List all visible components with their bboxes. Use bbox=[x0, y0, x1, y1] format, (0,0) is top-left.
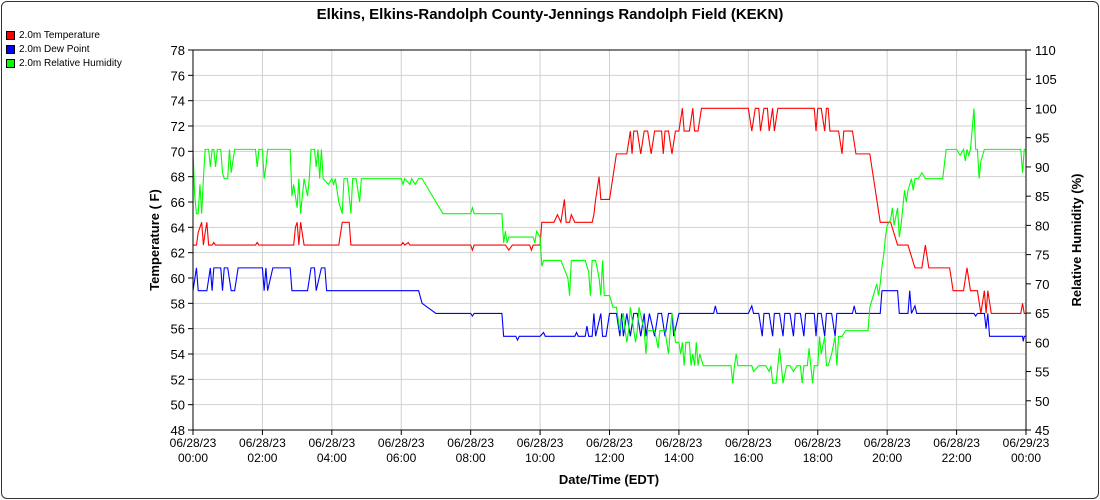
x-tick-time-label: 04:00 bbox=[317, 451, 347, 465]
x-tick-time-label: 00:00 bbox=[1011, 451, 1041, 465]
x-tick-time-label: 12:00 bbox=[594, 451, 624, 465]
y2-tick-label: 55 bbox=[1035, 365, 1049, 380]
y-tick-label: 74 bbox=[171, 94, 185, 109]
y-tick-label: 54 bbox=[171, 347, 185, 362]
series-layer bbox=[192, 107, 1026, 384]
y-tick-label: 78 bbox=[171, 43, 185, 58]
legend-label-temperature: 2.0m Temperature bbox=[19, 29, 100, 41]
x-tick-time-label: 16:00 bbox=[733, 451, 763, 465]
x-tick-time-label: 20:00 bbox=[872, 451, 902, 465]
y2-tick-label: 45 bbox=[1035, 423, 1049, 438]
x-tick-date-label: 06/28/23 bbox=[864, 436, 911, 450]
legend-label-relative-humidity: 2.0m Relative Humidity bbox=[19, 57, 122, 69]
x-tick-time-label: 14:00 bbox=[664, 451, 694, 465]
series-line-2-0m-temperature bbox=[193, 107, 1026, 315]
chart-title: Elkins, Elkins-Randolph County-Jennings … bbox=[317, 6, 784, 23]
y-tick-label: 56 bbox=[171, 322, 185, 337]
legend-item-temperature: 2.0m Temperature bbox=[6, 28, 122, 42]
legend-item-dew-point: 2.0m Dew Point bbox=[6, 42, 122, 56]
y2-tick-label: 105 bbox=[1035, 72, 1057, 87]
plot-area-border bbox=[192, 49, 1027, 431]
x-tick-time-label: 00:00 bbox=[178, 451, 208, 465]
y2-tick-label: 70 bbox=[1035, 277, 1049, 292]
x-tick-date-label: 06/28/23 bbox=[586, 436, 633, 450]
x-tick-date-label: 06/28/23 bbox=[239, 436, 286, 450]
x-tick-date-label: 06/28/23 bbox=[170, 436, 217, 450]
x-tick-time-label: 06:00 bbox=[386, 451, 416, 465]
y2-tick-label: 65 bbox=[1035, 306, 1049, 321]
y2-tick-label: 95 bbox=[1035, 131, 1049, 146]
series-line-2-0m-relative-humidity bbox=[192, 108, 1026, 384]
x-tick-date-label: 06/29/23 bbox=[1003, 436, 1050, 450]
x-tick-time-label: 22:00 bbox=[942, 451, 972, 465]
y-tick-label: 76 bbox=[171, 68, 185, 83]
x-tick-date-label: 06/28/23 bbox=[378, 436, 425, 450]
y-tick-label: 68 bbox=[171, 170, 185, 185]
y2-axis-label: Relative Humidity (%) bbox=[1069, 174, 1084, 307]
grid-layer bbox=[192, 49, 1027, 431]
x-tick-date-label: 06/28/23 bbox=[794, 436, 841, 450]
y2-tick-label: 110 bbox=[1035, 43, 1056, 58]
x-tick-date-label: 06/28/23 bbox=[447, 436, 494, 450]
legend-label-dew-point: 2.0m Dew Point bbox=[19, 43, 90, 55]
x-tick-date-label: 06/28/23 bbox=[517, 436, 564, 450]
legend-swatch-dew-point bbox=[6, 44, 15, 54]
y-tick-label: 70 bbox=[171, 144, 185, 159]
x-tick-time-label: 02:00 bbox=[247, 451, 277, 465]
chart-legend: 2.0m Temperature 2.0m Dew Point 2.0m Rel… bbox=[6, 28, 122, 70]
y-tick-label: 62 bbox=[171, 246, 185, 261]
x-tick-time-label: 10:00 bbox=[525, 451, 555, 465]
y-tick-label: 60 bbox=[171, 271, 185, 286]
x-tick-time-label: 08:00 bbox=[456, 451, 486, 465]
x-tick-date-label: 06/28/23 bbox=[933, 436, 980, 450]
legend-swatch-temperature bbox=[6, 30, 15, 40]
series-line-2-0m-dew-point bbox=[192, 267, 1026, 342]
x-tick-date-label: 06/28/23 bbox=[656, 436, 703, 450]
y-tick-label: 66 bbox=[171, 195, 185, 210]
y2-tick-label: 80 bbox=[1035, 218, 1049, 233]
y2-tick-label: 75 bbox=[1035, 248, 1049, 263]
y-axis-label: Temperature ( F) bbox=[147, 189, 162, 291]
y-tick-label: 58 bbox=[171, 296, 185, 311]
y2-tick-label: 90 bbox=[1035, 160, 1049, 175]
x-tick-date-label: 06/28/23 bbox=[725, 436, 772, 450]
y-tick-label: 48 bbox=[171, 423, 185, 438]
x-tick-date-label: 06/28/23 bbox=[308, 436, 355, 450]
y-tick-label: 72 bbox=[171, 119, 185, 134]
y2-tick-label: 60 bbox=[1035, 335, 1049, 350]
y-tick-label: 50 bbox=[171, 398, 185, 413]
y2-tick-label: 85 bbox=[1035, 189, 1049, 204]
y2-tick-label: 50 bbox=[1035, 394, 1049, 409]
x-tick-time-label: 18:00 bbox=[803, 451, 833, 465]
axis-layer: 48 50 52 54 56 58 60 62 64 66 68 70 72 74 76 78 45 50 55 60… bbox=[170, 43, 1057, 465]
y2-tick-label: 100 bbox=[1035, 101, 1057, 116]
legend-swatch-relative-humidity bbox=[6, 58, 15, 68]
y-tick-label: 64 bbox=[171, 220, 185, 235]
x-axis-label: Date/Time (EDT) bbox=[559, 472, 659, 487]
y-tick-label: 52 bbox=[171, 372, 185, 387]
legend-item-relative-humidity: 2.0m Relative Humidity bbox=[6, 56, 122, 70]
